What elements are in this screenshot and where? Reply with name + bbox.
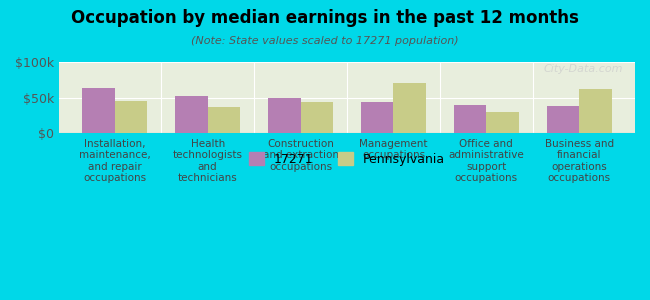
Bar	[207, 107, 240, 133]
Bar	[268, 98, 300, 133]
Bar	[393, 83, 426, 133]
Bar	[547, 106, 579, 133]
Bar	[361, 102, 393, 133]
Bar	[175, 96, 207, 133]
Bar	[579, 89, 612, 133]
Bar	[115, 101, 148, 133]
Legend: 17271, Pennsylvania: 17271, Pennsylvania	[244, 147, 450, 171]
Text: (Note: State values scaled to 17271 population): (Note: State values scaled to 17271 popu…	[191, 36, 459, 46]
Text: City-Data.com: City-Data.com	[544, 64, 623, 74]
Bar	[300, 103, 333, 133]
Bar	[82, 88, 115, 133]
Bar	[454, 105, 486, 133]
Text: Occupation by median earnings in the past 12 months: Occupation by median earnings in the pas…	[71, 9, 579, 27]
Bar	[486, 112, 519, 133]
